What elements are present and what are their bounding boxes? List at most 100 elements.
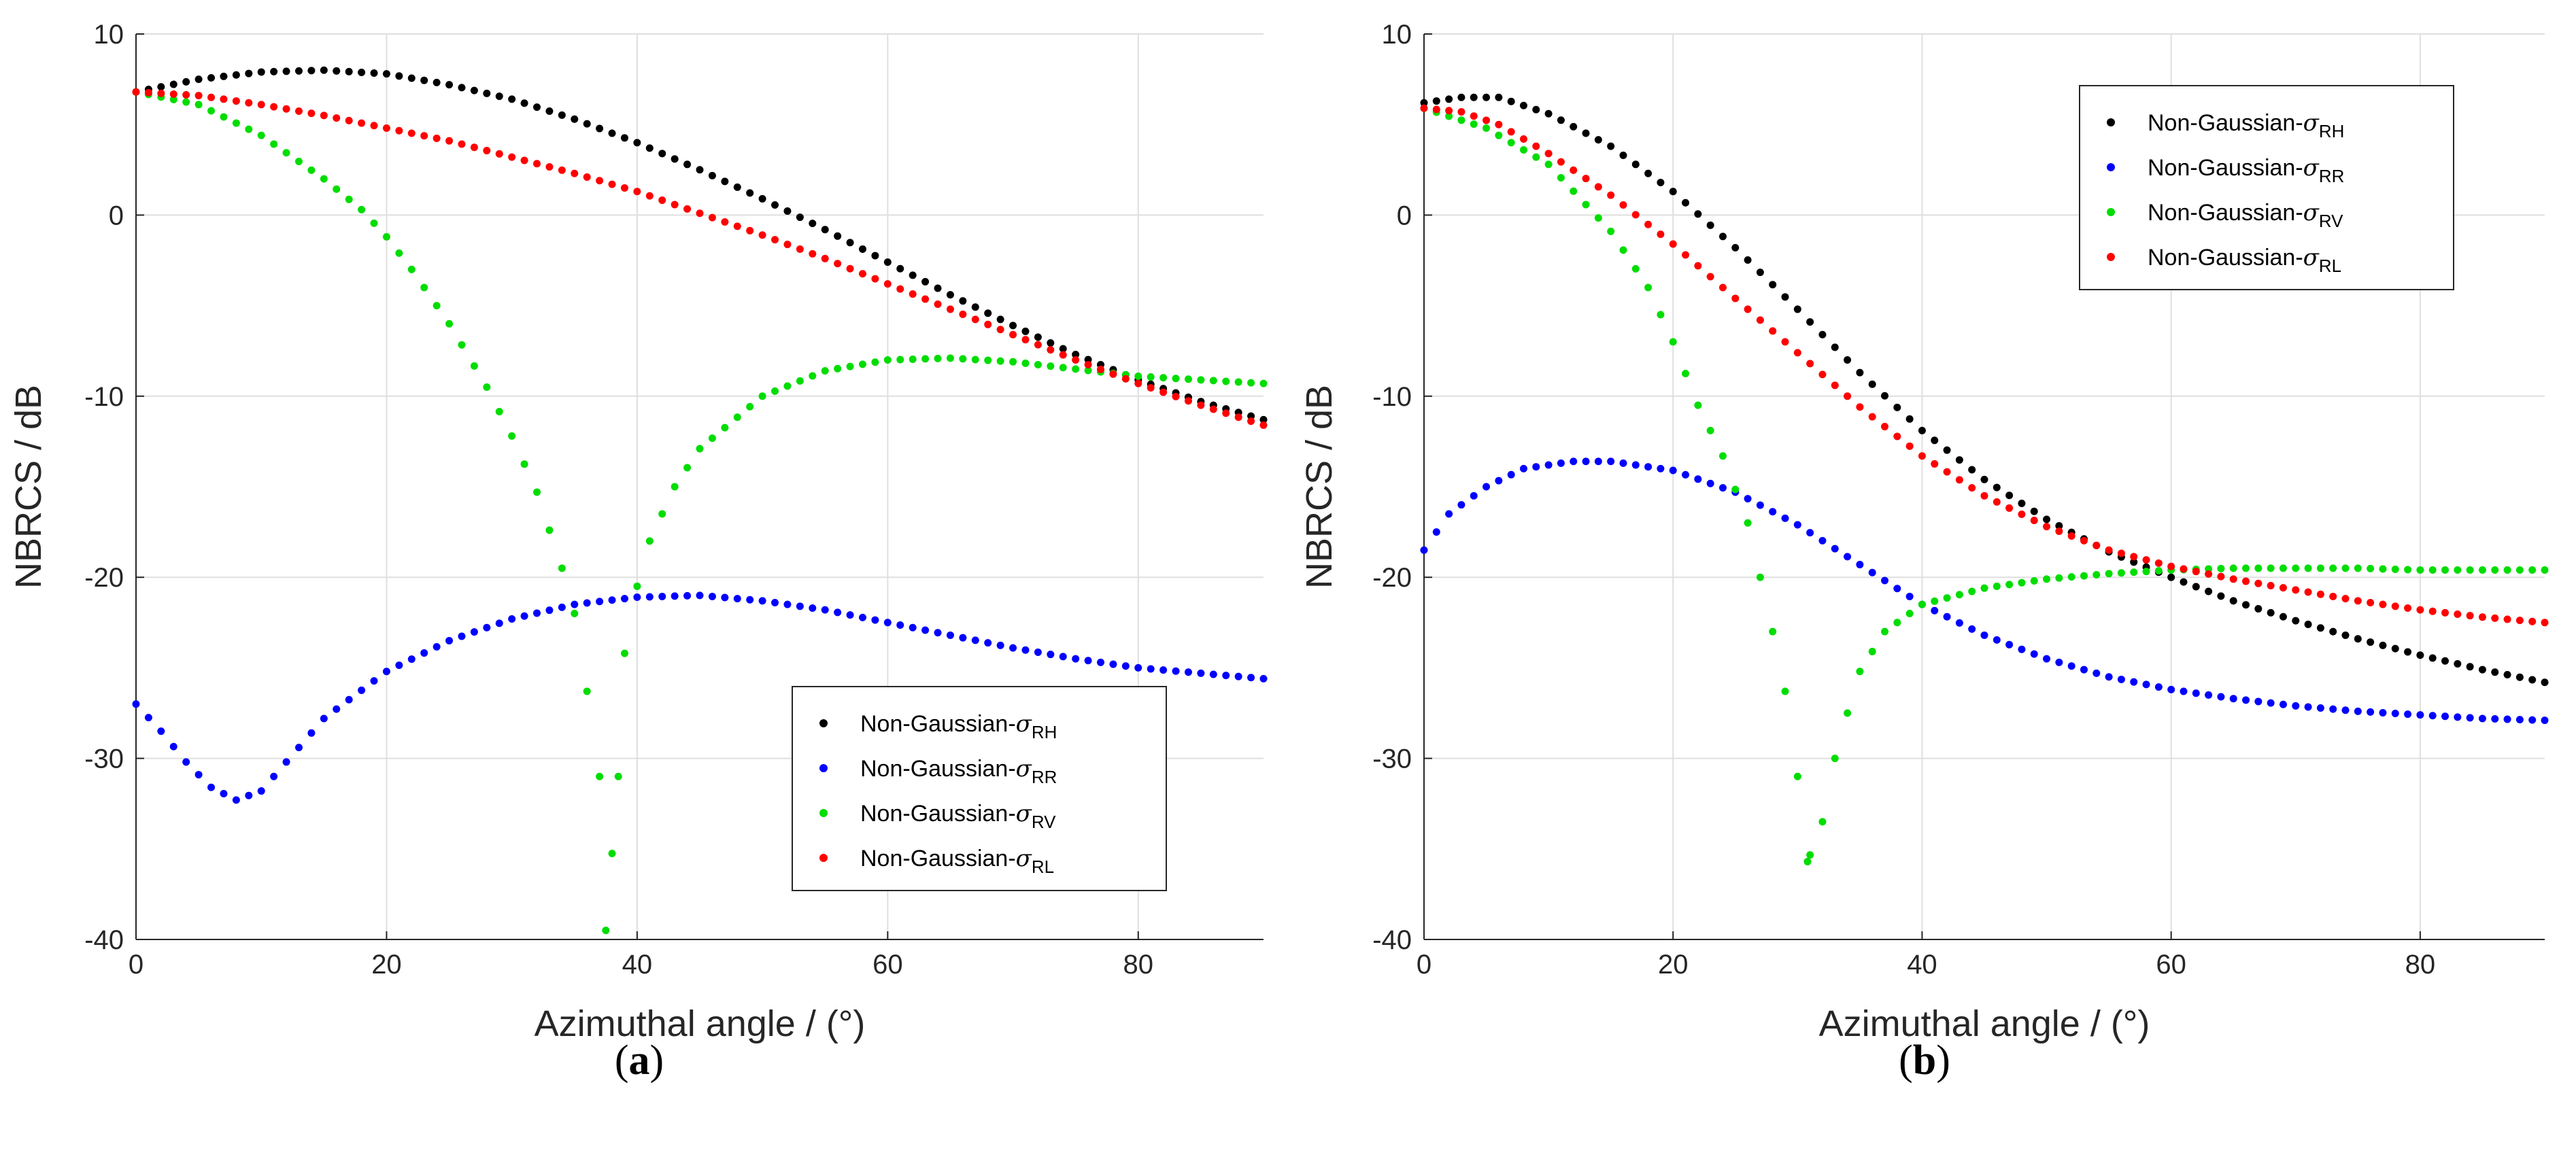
legend-marker <box>819 764 828 772</box>
data-point <box>333 67 341 75</box>
data-point <box>783 207 792 215</box>
data-point <box>2205 570 2213 578</box>
data-point <box>2478 666 2486 674</box>
data-point <box>1893 585 1901 593</box>
data-point <box>320 714 328 723</box>
data-point <box>194 75 203 84</box>
data-point <box>809 372 817 380</box>
data-point <box>821 254 829 262</box>
data-point <box>2329 627 2337 636</box>
data-point <box>1582 175 1590 183</box>
data-point <box>896 356 904 364</box>
data-point <box>2130 678 2138 686</box>
data-point <box>1072 365 1080 373</box>
data-point <box>2367 598 2375 606</box>
data-point <box>1706 221 1714 229</box>
data-point <box>1594 183 1602 191</box>
data-point <box>583 687 591 695</box>
data-point <box>333 185 341 193</box>
data-point <box>708 434 716 443</box>
data-point <box>1519 135 1527 143</box>
data-point <box>1172 392 1180 400</box>
data-point <box>2404 710 2412 719</box>
data-point <box>834 608 842 617</box>
data-point <box>2304 564 2312 572</box>
data-point <box>645 593 654 601</box>
data-point <box>157 89 165 97</box>
data-point <box>407 129 416 137</box>
data-point <box>2279 564 2287 572</box>
data-point <box>796 377 804 385</box>
data-point <box>495 407 503 415</box>
y-tick-label: -10 <box>84 382 124 412</box>
data-point <box>1009 322 1017 330</box>
data-point <box>1147 384 1155 392</box>
x-axis-label: Azimuthal angle / (°) <box>1819 1003 2150 1044</box>
data-point <box>2242 577 2250 585</box>
data-point <box>1682 370 1690 377</box>
data-point <box>1034 341 1042 349</box>
data-point <box>257 68 265 76</box>
data-point <box>1432 528 1440 536</box>
x-tick-label: 60 <box>2156 950 2186 980</box>
data-point <box>1009 644 1017 652</box>
data-point <box>2018 645 2026 653</box>
data-point <box>1047 346 1055 354</box>
data-point <box>2441 566 2450 574</box>
data-point <box>1234 413 1242 421</box>
y-axis-label: NBRCS / dB <box>8 385 49 589</box>
data-point <box>959 310 967 318</box>
data-point <box>658 150 666 158</box>
data-point <box>2130 553 2138 561</box>
data-point <box>2067 662 2075 670</box>
data-point <box>2441 657 2450 665</box>
data-point <box>245 791 253 799</box>
data-point <box>1420 99 1428 107</box>
data-point <box>2428 607 2437 615</box>
data-point <box>483 623 491 632</box>
data-point <box>1718 232 1727 241</box>
data-point <box>1682 251 1690 259</box>
data-point <box>846 264 854 273</box>
data-point <box>2030 577 2038 585</box>
data-point <box>508 432 516 440</box>
data-point <box>1420 546 1428 554</box>
data-point <box>2279 584 2287 592</box>
data-point <box>909 290 917 298</box>
data-point <box>445 137 454 145</box>
data-point <box>620 649 628 657</box>
data-point <box>1893 432 1901 441</box>
data-point <box>2254 697 2263 706</box>
data-point <box>620 595 628 603</box>
data-point <box>2541 566 2549 574</box>
data-point <box>583 599 591 607</box>
data-point <box>282 67 290 75</box>
data-point <box>1968 466 1976 474</box>
data-point <box>1631 264 1640 273</box>
x-tick-label: 40 <box>1907 950 1937 980</box>
data-point <box>2478 613 2486 621</box>
data-point <box>1121 662 1130 670</box>
data-point <box>909 271 917 279</box>
data-point <box>545 526 554 534</box>
data-point <box>1495 93 1503 101</box>
data-point <box>1769 281 1777 289</box>
data-point <box>1097 658 1105 666</box>
data-point <box>934 629 942 637</box>
data-point <box>1532 153 1540 161</box>
data-point <box>2030 650 2038 658</box>
data-point <box>1968 587 1976 595</box>
data-point <box>207 73 216 82</box>
data-point <box>345 116 353 124</box>
data-point <box>2367 708 2375 716</box>
data-point <box>1184 668 1192 676</box>
data-point <box>1905 442 1914 450</box>
data-point <box>533 103 541 111</box>
data-point <box>1756 316 1764 324</box>
data-point <box>1868 568 1876 576</box>
data-point <box>2416 606 2424 614</box>
data-point <box>2055 528 2063 536</box>
data-point <box>407 655 416 663</box>
data-point <box>1184 397 1192 405</box>
